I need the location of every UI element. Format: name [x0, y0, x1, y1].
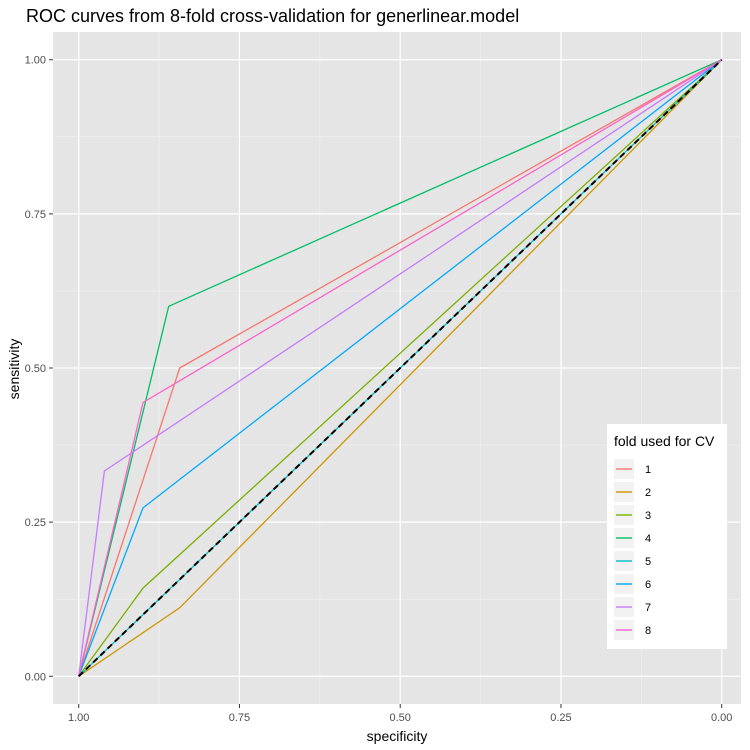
legend-label-fold-7: 7: [645, 602, 651, 614]
legend-label-fold-5: 5: [645, 556, 651, 568]
legend-label-fold-6: 6: [645, 579, 651, 591]
y-axis-title: sensitivity: [6, 339, 22, 400]
x-axis-ticks: 1.00 0.75 0.50 0.25 0.00: [68, 704, 732, 724]
series-line-fold-4: [78, 59, 722, 677]
series-line-fold-8: [78, 59, 723, 677]
series-lines: [78, 59, 723, 677]
series-line-fold-2: [78, 59, 723, 677]
legend-label-fold-2: 2: [645, 487, 651, 499]
legend: fold used for CV 1 2 3 4 5 6 7 8: [607, 424, 727, 649]
reference-diagonal-line: [78, 59, 723, 677]
series-line-fold-3: [78, 59, 723, 677]
y-tick-label: 0.50: [25, 363, 46, 375]
x-tick-label: 0.50: [390, 712, 411, 724]
y-axis-ticks: 0.00 0.25 0.50 0.75 1.00: [25, 55, 53, 683]
legend-title: fold used for CV: [614, 433, 715, 449]
y-tick-label: 0.75: [25, 209, 46, 221]
series-line-fold-1: [78, 59, 723, 677]
legend-label-fold-1: 1: [645, 464, 651, 476]
legend-label-fold-4: 4: [645, 533, 651, 545]
x-tick-label: 0.75: [229, 712, 250, 724]
chart-title: ROC curves from 8-fold cross-validation …: [26, 6, 519, 26]
x-tick-label: 0.00: [711, 712, 732, 724]
x-tick-label: 0.25: [550, 712, 571, 724]
series-line-fold-6: [78, 59, 723, 677]
legend-label-fold-3: 3: [645, 510, 651, 522]
legend-items: 1 2 3 4 5 6 7 8: [614, 459, 651, 640]
y-tick-label: 1.00: [25, 55, 46, 67]
series-line-fold-7: [78, 59, 723, 677]
x-tick-label: 1.00: [68, 712, 89, 724]
y-tick-label: 0.25: [25, 517, 46, 529]
x-axis-title: specificity: [367, 728, 428, 744]
legend-label-fold-8: 8: [645, 625, 651, 637]
y-tick-label: 0.00: [25, 671, 46, 683]
